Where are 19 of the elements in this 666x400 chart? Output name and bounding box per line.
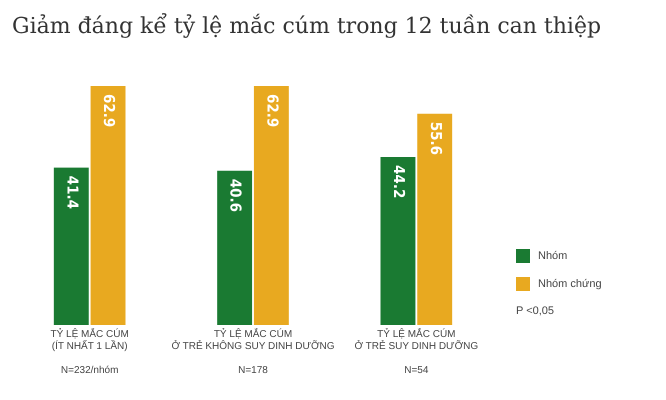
data-label: 62.9 [100,94,118,128]
bar [90,86,126,325]
data-label: 40.6 [226,178,245,212]
chart-title: Giảm đáng kể tỷ lệ mắc cúm trong 12 tuần can thiệp [11,12,602,41]
text: P <0,05 [516,305,556,317]
bar [254,86,289,325]
legend-label: Nhóm [538,250,568,262]
data-label: 44.2 [390,165,408,198]
category-label: TỶ LỆ MẮC CÚM Ở TRẺ KHÔNG SUY DINH DƯỠNG N=178 [171,328,335,376]
category-label: TỶ LỆ MẮC CÚM Ở TRẺ SUY DINH DƯỠNG N=54 [354,328,478,376]
data-label: 62.9 [263,94,282,128]
category-label: TỶ LỆ MẮC CÚM (ÍT NHẤT 1 LẦN) N=232/nhóm [50,328,129,376]
bar [217,170,252,325]
data-label: 55.6 [426,122,445,156]
legend-label: Nhóm chứng [538,278,602,290]
bar [380,157,416,325]
data-label: 41.4 [63,176,82,209]
bar [54,168,89,325]
bar [417,114,452,325]
